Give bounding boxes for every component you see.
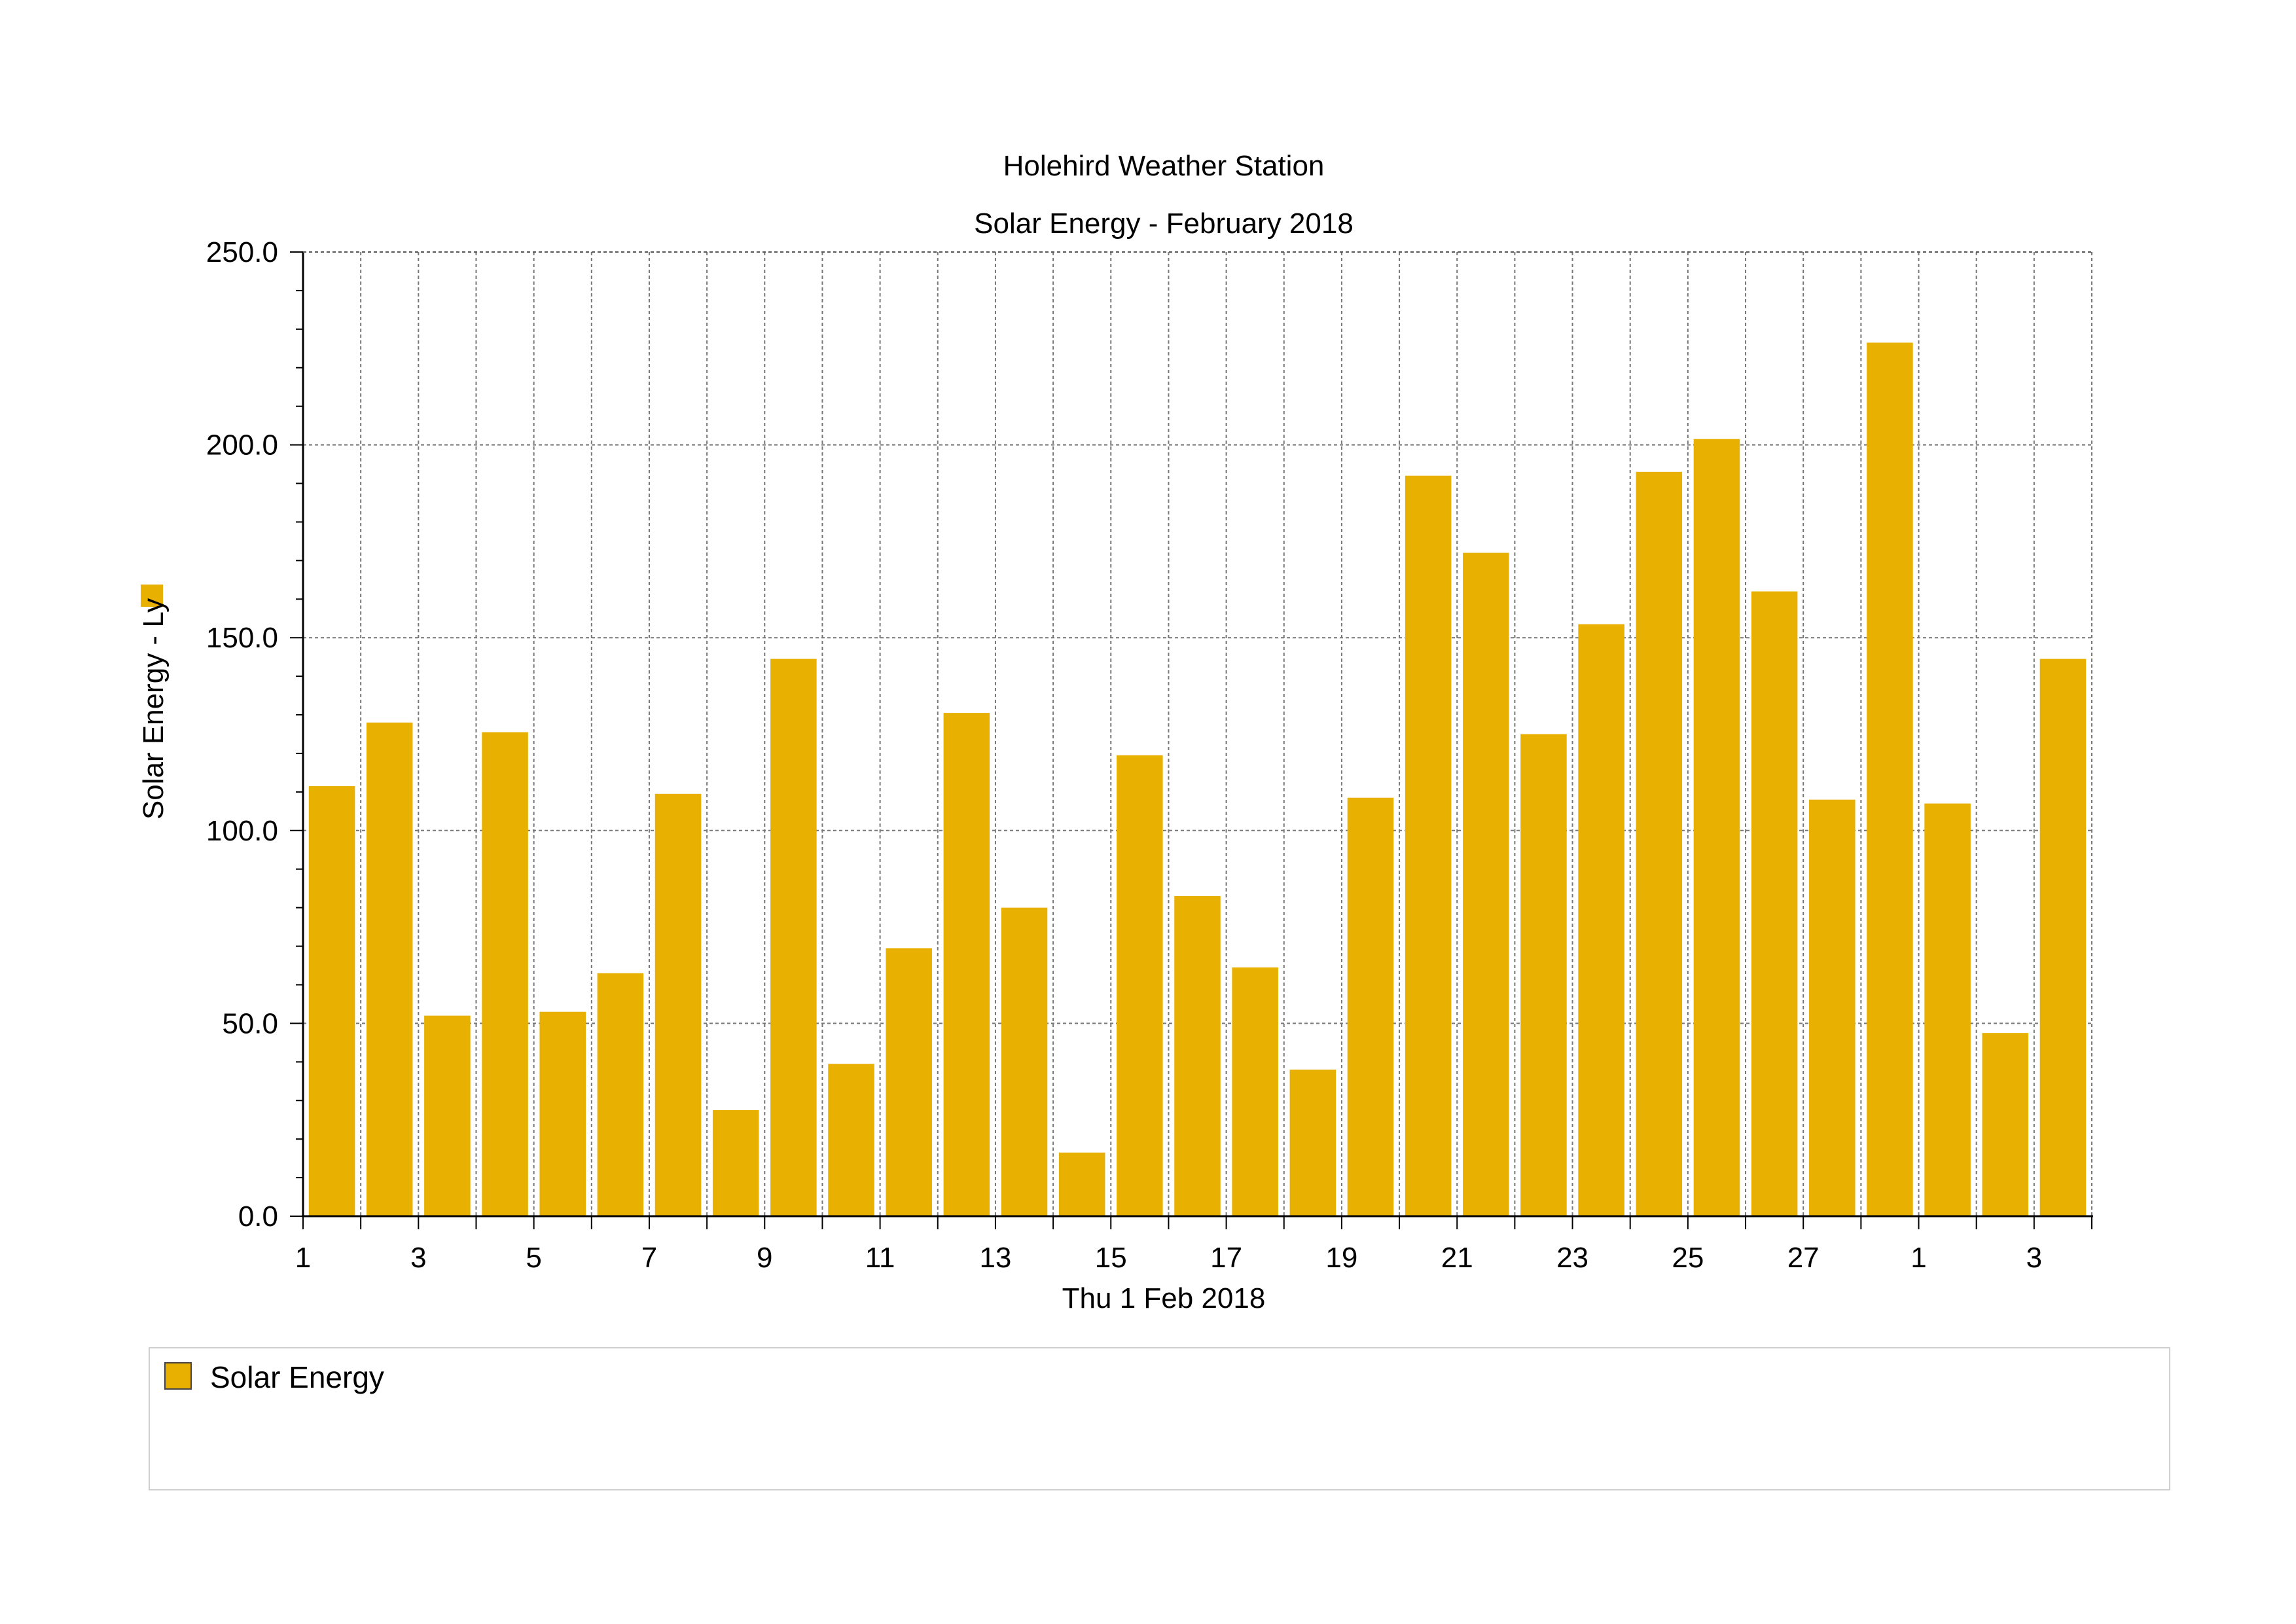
axes: [290, 251, 2093, 1229]
bar: [1463, 552, 1509, 1216]
bar: [2039, 659, 2087, 1216]
bar: [424, 1015, 471, 1216]
bar: [1924, 803, 1971, 1216]
bar: [539, 1011, 586, 1216]
bar: [1636, 471, 1683, 1216]
x-tick-label: 3: [410, 1242, 426, 1274]
x-tick-label: 9: [757, 1242, 772, 1274]
x-tick-label: 1: [295, 1242, 311, 1274]
x-tick-label: 13: [979, 1242, 1011, 1274]
bar: [597, 973, 644, 1216]
x-axis-label: Thu 1 Feb 2018: [1062, 1282, 1266, 1314]
bar: [1289, 1070, 1336, 1216]
bar: [1117, 755, 1163, 1216]
x-tick-label: 1: [1910, 1242, 1926, 1274]
legend: Solar Energy: [149, 1347, 2170, 1490]
bar: [1751, 591, 1798, 1216]
bar: [1232, 967, 1278, 1216]
bar: [828, 1064, 874, 1216]
y-tick-label: 150.0: [206, 622, 278, 654]
bar: [1982, 1033, 2029, 1216]
bar: [1347, 797, 1394, 1216]
x-tick-label: 19: [1325, 1242, 1357, 1274]
chart-subtitle: Solar Energy - February 2018: [974, 208, 1354, 240]
bar: [712, 1110, 759, 1216]
bar: [1174, 895, 1221, 1216]
legend-swatch-solar-energy: [164, 1362, 192, 1390]
y-tick-label: 200.0: [206, 429, 278, 461]
y-tick-label: 50.0: [222, 1007, 278, 1039]
x-tick-label: 23: [1556, 1242, 1588, 1274]
x-tick-label: 27: [1787, 1242, 1820, 1274]
x-tick-label: 21: [1441, 1242, 1473, 1274]
y-axis-legend-marker: [141, 585, 163, 607]
bar: [943, 713, 990, 1216]
x-tick-label: 25: [1672, 1242, 1704, 1274]
bar: [1405, 475, 1452, 1216]
bar: [1693, 439, 1740, 1217]
bar: [1058, 1152, 1105, 1216]
bar: [1809, 799, 1856, 1216]
bar: [655, 793, 702, 1216]
grid-lines: [303, 251, 2092, 1217]
x-tick-label: 7: [641, 1242, 657, 1274]
legend-label-solar-energy: Solar Energy: [210, 1360, 384, 1394]
x-tick-label: 17: [1210, 1242, 1242, 1274]
bar: [1578, 624, 1624, 1216]
bar: [1867, 342, 1913, 1217]
x-tick-label: 5: [526, 1242, 541, 1274]
x-tick-label: 3: [2026, 1242, 2042, 1274]
y-tick-label: 0.0: [238, 1200, 278, 1233]
y-axis-label: Solar Energy - Ly: [137, 598, 170, 820]
chart-title: Holehird Weather Station: [1003, 150, 1325, 182]
bar: [770, 659, 817, 1216]
bars: [308, 342, 2087, 1217]
bar: [482, 732, 528, 1216]
bar: [1520, 734, 1567, 1216]
y-tick-label: 100.0: [206, 815, 278, 847]
y-tick-label: 250.0: [206, 236, 278, 268]
bar: [366, 722, 413, 1216]
x-tick-labels: 1 3 5 7 9 11 13 15 17 19 21 23 25 27 1 3: [295, 1242, 2042, 1274]
x-tick-label: 15: [1095, 1242, 1127, 1274]
y-tick-labels: 0.0 50.0 100.0 150.0 200.0 250.0: [206, 236, 278, 1233]
bar: [1001, 907, 1048, 1216]
bar: [886, 948, 932, 1216]
x-tick-label: 11: [865, 1242, 895, 1274]
bar: [308, 786, 355, 1216]
